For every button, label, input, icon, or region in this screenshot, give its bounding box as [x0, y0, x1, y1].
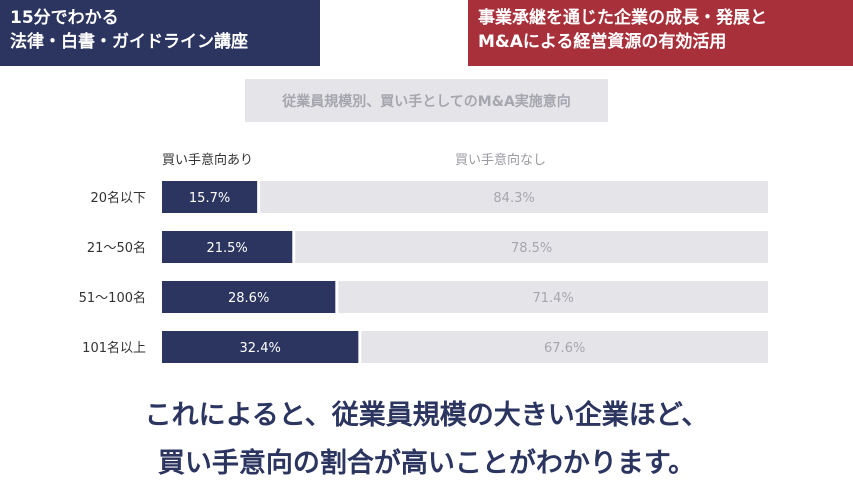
bar-yes: [162, 231, 293, 263]
data-label-yes: 28.6%: [228, 291, 269, 306]
legend-label-yes: 買い手意向あり: [162, 152, 253, 168]
data-label-no: 67.6%: [544, 341, 585, 356]
topic-badge-line-1: 事業承継を通じた企業の成長・発展と: [478, 8, 767, 28]
category-label: 20名以下: [90, 190, 146, 206]
bar-yes: [162, 281, 336, 313]
data-label-yes: 15.7%: [189, 191, 230, 206]
topic-badge-line-2: M&Aによる経営資源の有効活用: [478, 32, 727, 52]
conclusion-line-2: 買い手意向の割合が高いことがわかります。: [157, 448, 696, 479]
bar-no: [295, 231, 768, 263]
bar-no: [361, 331, 768, 363]
series-badge-line-1: 15分でわかる: [10, 8, 119, 28]
bar-no: [338, 281, 768, 313]
data-label-no: 71.4%: [533, 291, 574, 306]
bar-yes: [162, 181, 258, 213]
category-label: 21～50名: [87, 240, 146, 256]
bar-yes: [162, 331, 359, 363]
data-label-no: 84.3%: [493, 191, 534, 206]
series-badge: 15分でわかる 法律・白書・ガイドライン講座: [0, 0, 320, 66]
data-label-yes: 32.4%: [240, 341, 281, 356]
conclusion-text: これによると、従業員規模の大きい企業ほど、 買い手意向の割合が高いことがわかりま…: [0, 392, 853, 488]
data-label-no: 78.5%: [511, 241, 552, 256]
topic-badge: 事業承継を通じた企業の成長・発展と M&Aによる経営資源の有効活用: [468, 0, 853, 66]
category-label: 101名以上: [82, 340, 146, 356]
conclusion-line-1: これによると、従業員規模の大きい企業ほど、: [144, 400, 709, 431]
chart-title: 従業員規模別、買い手としてのM&A実施意向: [245, 79, 608, 122]
bar-no: [260, 181, 768, 213]
category-label: 51～100名: [79, 290, 146, 306]
data-label-yes: 21.5%: [206, 241, 247, 256]
legend-label-no: 買い手意向なし: [455, 152, 546, 168]
series-badge-line-2: 法律・白書・ガイドライン講座: [10, 32, 248, 52]
